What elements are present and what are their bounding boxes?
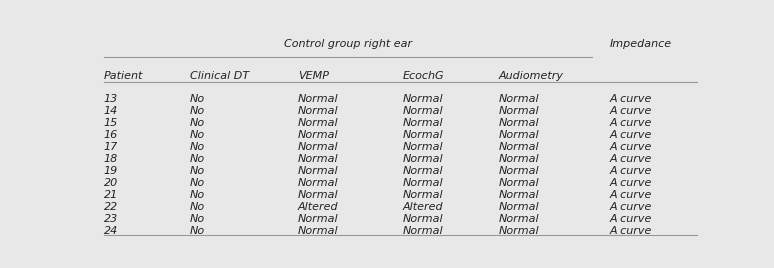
Text: A curve: A curve bbox=[610, 166, 652, 176]
Text: Audiometry: Audiometry bbox=[498, 71, 563, 81]
Text: 16: 16 bbox=[104, 130, 118, 140]
Text: VEMP: VEMP bbox=[298, 71, 329, 81]
Text: Normal: Normal bbox=[498, 190, 539, 200]
Text: A curve: A curve bbox=[610, 94, 652, 104]
Text: A curve: A curve bbox=[610, 106, 652, 116]
Text: Normal: Normal bbox=[298, 190, 338, 200]
Text: Normal: Normal bbox=[402, 178, 444, 188]
Text: Normal: Normal bbox=[498, 106, 539, 116]
Text: Normal: Normal bbox=[298, 130, 338, 140]
Text: No: No bbox=[190, 142, 205, 152]
Text: Normal: Normal bbox=[298, 94, 338, 104]
Text: A curve: A curve bbox=[610, 154, 652, 164]
Text: No: No bbox=[190, 166, 205, 176]
Text: Normal: Normal bbox=[498, 154, 539, 164]
Text: A curve: A curve bbox=[610, 178, 652, 188]
Text: Normal: Normal bbox=[402, 118, 444, 128]
Text: 14: 14 bbox=[104, 106, 118, 116]
Text: Altered: Altered bbox=[402, 202, 444, 212]
Text: Clinical DT: Clinical DT bbox=[190, 71, 249, 81]
Text: Normal: Normal bbox=[498, 178, 539, 188]
Text: A curve: A curve bbox=[610, 142, 652, 152]
Text: No: No bbox=[190, 106, 205, 116]
Text: A curve: A curve bbox=[610, 214, 652, 224]
Text: A curve: A curve bbox=[610, 130, 652, 140]
Text: No: No bbox=[190, 190, 205, 200]
Text: 19: 19 bbox=[104, 166, 118, 176]
Text: EcochG: EcochG bbox=[402, 71, 444, 81]
Text: 17: 17 bbox=[104, 142, 118, 152]
Text: A curve: A curve bbox=[610, 226, 652, 236]
Text: Normal: Normal bbox=[298, 106, 338, 116]
Text: 21: 21 bbox=[104, 190, 118, 200]
Text: Patient: Patient bbox=[104, 71, 143, 81]
Text: Impedance: Impedance bbox=[610, 39, 672, 49]
Text: Normal: Normal bbox=[498, 142, 539, 152]
Text: Normal: Normal bbox=[498, 214, 539, 224]
Text: No: No bbox=[190, 226, 205, 236]
Text: No: No bbox=[190, 118, 205, 128]
Text: Normal: Normal bbox=[402, 214, 444, 224]
Text: Normal: Normal bbox=[298, 154, 338, 164]
Text: Normal: Normal bbox=[498, 226, 539, 236]
Text: Altered: Altered bbox=[298, 202, 338, 212]
Text: No: No bbox=[190, 130, 205, 140]
Text: Normal: Normal bbox=[402, 106, 444, 116]
Text: A curve: A curve bbox=[610, 202, 652, 212]
Text: Normal: Normal bbox=[402, 94, 444, 104]
Text: Normal: Normal bbox=[402, 142, 444, 152]
Text: Normal: Normal bbox=[298, 214, 338, 224]
Text: No: No bbox=[190, 94, 205, 104]
Text: Normal: Normal bbox=[498, 118, 539, 128]
Text: 18: 18 bbox=[104, 154, 118, 164]
Text: A curve: A curve bbox=[610, 118, 652, 128]
Text: No: No bbox=[190, 202, 205, 212]
Text: 13: 13 bbox=[104, 94, 118, 104]
Text: 23: 23 bbox=[104, 214, 118, 224]
Text: Normal: Normal bbox=[298, 118, 338, 128]
Text: No: No bbox=[190, 154, 205, 164]
Text: Normal: Normal bbox=[402, 226, 444, 236]
Text: Normal: Normal bbox=[402, 166, 444, 176]
Text: Normal: Normal bbox=[298, 226, 338, 236]
Text: Normal: Normal bbox=[298, 166, 338, 176]
Text: Normal: Normal bbox=[402, 190, 444, 200]
Text: No: No bbox=[190, 214, 205, 224]
Text: 24: 24 bbox=[104, 226, 118, 236]
Text: Normal: Normal bbox=[498, 166, 539, 176]
Text: 20: 20 bbox=[104, 178, 118, 188]
Text: Control group right ear: Control group right ear bbox=[284, 39, 412, 49]
Text: Normal: Normal bbox=[402, 130, 444, 140]
Text: Normal: Normal bbox=[298, 142, 338, 152]
Text: 15: 15 bbox=[104, 118, 118, 128]
Text: Normal: Normal bbox=[298, 178, 338, 188]
Text: 22: 22 bbox=[104, 202, 118, 212]
Text: Normal: Normal bbox=[402, 154, 444, 164]
Text: Normal: Normal bbox=[498, 202, 539, 212]
Text: No: No bbox=[190, 178, 205, 188]
Text: Normal: Normal bbox=[498, 94, 539, 104]
Text: A curve: A curve bbox=[610, 190, 652, 200]
Text: Normal: Normal bbox=[498, 130, 539, 140]
